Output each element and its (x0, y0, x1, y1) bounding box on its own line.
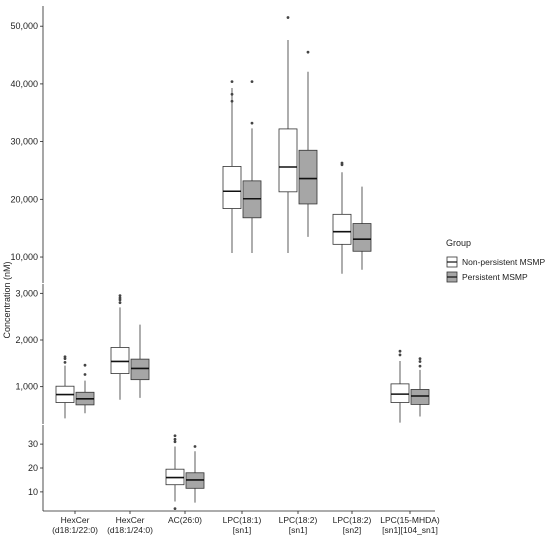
axes-layer (40, 6, 435, 514)
outlier-point (250, 121, 254, 125)
outlier-point (418, 360, 422, 363)
x-category-label: LPC(15-MHDA) [sn1][104_sn1] (380, 515, 440, 535)
x-category-label-line: LPC(15-MHDA) (380, 515, 440, 525)
y-tick-label: 10,000 (10, 252, 38, 262)
outlier-point (173, 434, 177, 438)
legend-label: Non-persistent MSMP (462, 257, 545, 267)
x-category-label-line: LPC(18:2) (279, 515, 318, 525)
x-category-label-line: [sn2] (343, 525, 361, 535)
x-category-label: HexCer (d18:1/24:0) (107, 515, 153, 535)
x-category-label: AC(26:0) (168, 515, 202, 525)
box-iqr (298, 149, 318, 205)
x-category-label-line: HexCer (61, 515, 90, 525)
outlier-point (83, 363, 87, 367)
box-middle-cat0-group1 (75, 363, 95, 414)
y-tick-label: 10 (28, 487, 38, 497)
x-category-label-line: HexCer (116, 515, 145, 525)
x-category-label-line: LPC(18:1) (223, 515, 262, 525)
outlier-point (173, 440, 177, 444)
y-tick-label: 20,000 (10, 194, 38, 204)
legend-label: Persistent MSMP (462, 272, 528, 282)
legend-title: Group (446, 238, 471, 248)
box-bottom-cat2-group0 (165, 434, 185, 511)
x-category-label: LPC(18:2) [sn1] (279, 515, 318, 535)
outlier-point (306, 50, 310, 54)
box-top-cat5-group0 (332, 161, 352, 274)
outlier-point (418, 357, 422, 361)
outlier-point (118, 296, 122, 300)
y-tick-label: 40,000 (10, 79, 38, 89)
x-category-label-line: (d18:1/24:0) (107, 525, 153, 535)
x-category-label: HexCer (d18:1/22:0) (52, 515, 98, 535)
x-category-label-line: [sn1] (289, 525, 307, 535)
x-category-label: LPC(18:1) [sn1] (223, 515, 262, 535)
y-tick-label: 50,000 (10, 21, 38, 31)
box-iqr (332, 213, 352, 245)
box-middle-cat6-group0 (390, 349, 410, 423)
outlier-point (286, 16, 290, 19)
outlier-point (63, 355, 67, 359)
box-middle-cat1-group0 (110, 294, 130, 400)
outlier-point (398, 349, 402, 353)
y-tick-label: 30,000 (10, 137, 38, 147)
outlier-point (63, 361, 67, 364)
box-top-cat5-group1 (352, 186, 372, 270)
x-category-label-line: [sn1][104_sn1] (382, 525, 438, 535)
x-category-label-line: LPC(18:2) (333, 515, 372, 525)
x-category-label-line: (d18:1/22:0) (52, 525, 98, 535)
box-middle-cat1-group1 (130, 324, 150, 398)
box-iqr (110, 347, 130, 375)
y-tick-label: 1,000 (15, 382, 38, 392)
outlier-point (173, 507, 177, 511)
outlier-point (118, 301, 122, 305)
outlier-point (250, 80, 254, 83)
outlier-point (418, 364, 422, 368)
box-iqr (278, 128, 298, 193)
outlier-point (118, 294, 122, 298)
outlier-point (340, 161, 344, 165)
legend: Group Non-persistent MSMP Persistent MSMP (446, 238, 545, 283)
box-top-cat3-group1 (242, 80, 262, 253)
marks-layer (55, 16, 430, 511)
y-tick-label: 2,000 (15, 335, 38, 345)
outlier-point (230, 80, 234, 83)
box-iqr (410, 389, 430, 405)
y-axis-title: Concentration (nM) (2, 261, 12, 338)
box-bottom-cat2-group1 (185, 445, 205, 503)
outlier-point (230, 99, 234, 103)
box-middle-cat0-group0 (55, 355, 75, 419)
outlier-point (398, 353, 402, 357)
box-iqr (352, 223, 372, 252)
x-category-label: LPC(18:2) [sn2] (333, 515, 372, 535)
box-top-cat4-group1 (298, 50, 318, 237)
y-tick-label: 30 (28, 439, 38, 449)
y-tick-label: 3,000 (15, 288, 38, 298)
box-middle-cat6-group1 (410, 357, 430, 417)
y-tick-label: 20 (28, 463, 38, 473)
box-iqr (222, 166, 242, 209)
box-top-cat3-group0 (222, 80, 242, 253)
box-iqr (390, 383, 410, 403)
legend-entry-persistent: Persistent MSMP (446, 271, 528, 283)
x-category-label-line: [sn1] (233, 525, 251, 535)
x-category-label-line: AC(26:0) (168, 515, 202, 525)
labels-layer: Concentration (nM) 10,000 20,000 30,000 40,… (2, 21, 440, 535)
box-top-cat4-group0 (278, 16, 298, 253)
box-iqr (130, 358, 150, 381)
outlier-point (193, 445, 197, 448)
outlier-point (173, 437, 177, 441)
outlier-point (230, 92, 234, 96)
outlier-point (83, 373, 87, 376)
legend-entry-non-persistent: Non-persistent MSMP (446, 256, 545, 268)
